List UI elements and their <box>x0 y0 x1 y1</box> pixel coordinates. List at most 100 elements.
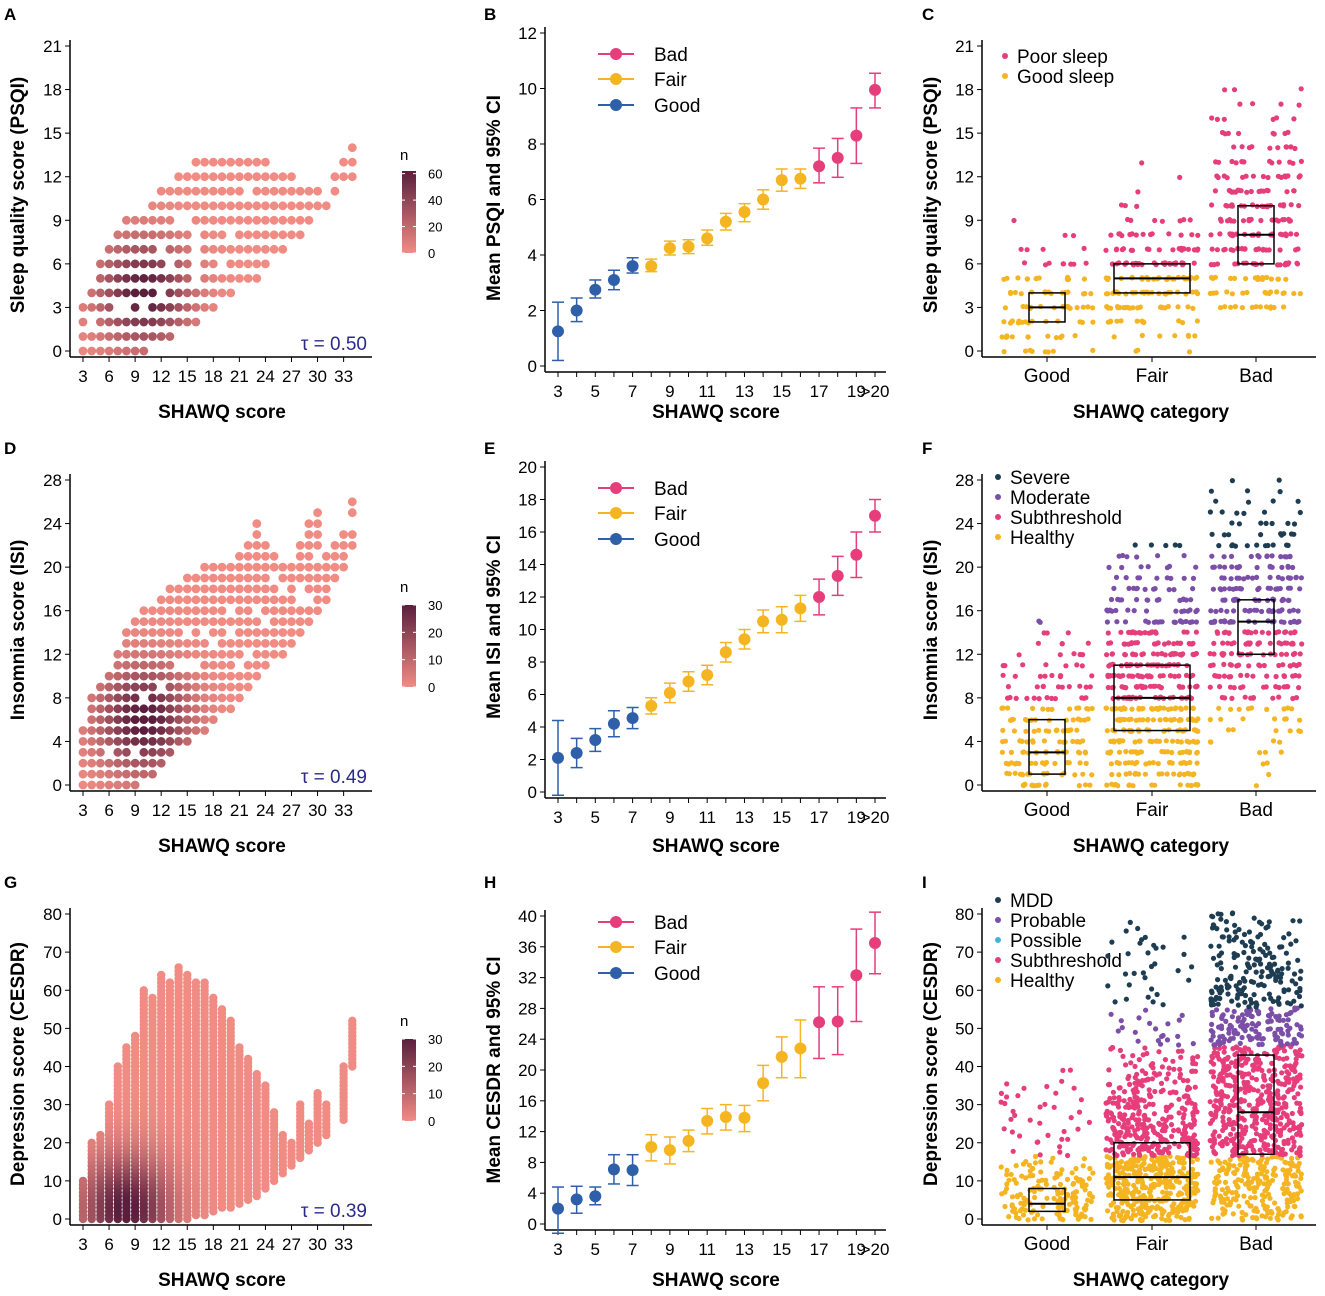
strip-point-i-904 <box>1155 1038 1161 1044</box>
scatter-point-a-77 <box>156 186 166 196</box>
strip-point-i-992 <box>1253 1205 1259 1211</box>
strip-point-f-966 <box>1270 498 1276 504</box>
strip-point-i-944 <box>1151 942 1157 948</box>
strip-point-i-863 <box>1139 1068 1145 1074</box>
strip-point-i-125 <box>1019 1173 1025 1179</box>
strip-point-i-899 <box>1190 1041 1196 1047</box>
strip-point-f-454 <box>1190 672 1196 678</box>
scatter-point-a-201 <box>278 172 288 182</box>
x-tick-label-e-14: 17 <box>810 808 829 827</box>
strip-point-f-877 <box>1273 586 1279 592</box>
strip-point-f-691 <box>1231 685 1237 691</box>
strip-point-i-731 <box>1136 1117 1142 1123</box>
scatter-point-d-184 <box>200 704 210 714</box>
strip-point-c-482 <box>1283 144 1289 150</box>
strip-point-c-484 <box>1275 145 1281 151</box>
scatter-point-d-30 <box>104 715 114 724</box>
strip-point-i-875 <box>1123 1062 1129 1068</box>
strip-point-f-689 <box>1296 685 1302 691</box>
scatter-point-a-72 <box>156 274 166 283</box>
strip-point-f-228 <box>1183 760 1189 767</box>
scatter-point-a-127 <box>208 303 218 312</box>
scatter-point-a-142 <box>217 215 227 225</box>
mean-point-h-17 <box>869 936 881 949</box>
strip-point-f-953 <box>1291 521 1298 527</box>
y-tick-label-c-4: 12 <box>955 168 974 187</box>
scatter-point-d-160 <box>182 671 192 681</box>
mean-point-e-3 <box>607 717 620 730</box>
scatter-point-d-72 <box>130 671 140 681</box>
strip-point-c-19 <box>1004 334 1010 340</box>
strip-point-f-456 <box>1126 673 1132 679</box>
strip-point-c-445 <box>1230 189 1236 195</box>
scatter-point-d-181 <box>191 573 201 583</box>
strip-point-c-466 <box>1233 160 1239 166</box>
strip-point-f-860 <box>1279 597 1285 604</box>
strip-point-f-573 <box>1122 619 1129 625</box>
scatter-point-d-218 <box>217 628 227 637</box>
scatter-point-d-309 <box>287 595 296 605</box>
strip-point-c-29 <box>1090 319 1096 325</box>
strip-point-c-62 <box>1042 289 1048 295</box>
scatter-point-g-282 <box>139 986 148 995</box>
strip-point-i-919 <box>1143 1007 1149 1013</box>
strip-point-c-385 <box>1217 231 1223 237</box>
tau-annotation-d: τ = 0.49 <box>301 767 367 788</box>
x-tick-label-a-10: 33 <box>334 367 353 386</box>
strip-point-f-920 <box>1228 553 1235 560</box>
scatter-point-a-23 <box>113 346 123 356</box>
strip-point-i-116 <box>1043 1177 1049 1183</box>
x-axis-label-c: SHAWQ category <box>1073 402 1230 423</box>
strip-point-f-923 <box>1248 553 1254 560</box>
scatter-point-d-42 <box>113 704 123 714</box>
x-tick-label-e-12: 15 <box>772 808 791 827</box>
strip-point-c-331 <box>1232 261 1238 267</box>
strip-point-c-249 <box>1195 232 1201 238</box>
mean-point-h-13 <box>794 1042 807 1055</box>
strip-point-i-604 <box>1146 1145 1152 1151</box>
scatter-point-d-66 <box>130 737 140 746</box>
strip-point-i-882 <box>1136 1057 1142 1063</box>
scatter-point-d-13 <box>87 704 97 714</box>
scatter-point-a-133 <box>208 215 218 225</box>
strip-point-f-209 <box>1132 770 1139 777</box>
scatter-point-a-86 <box>165 201 175 211</box>
scatter-point-a-121 <box>200 230 210 240</box>
strip-point-i-1033 <box>1248 1195 1254 1201</box>
mean-point-h-11 <box>757 1077 770 1090</box>
scatter-point-d-94 <box>148 758 157 768</box>
strip-point-f-144 <box>1040 683 1046 690</box>
panel-label-d: D <box>4 439 16 458</box>
strip-point-f-229 <box>1178 760 1184 766</box>
strip-point-f-135 <box>1036 696 1042 702</box>
scatter-point-d-76 <box>130 628 140 637</box>
scatter-point-d-287 <box>261 541 270 550</box>
y-tick-label-i-0: 0 <box>965 1210 974 1229</box>
scatter-point-g-1109 <box>322 1100 331 1109</box>
scatter-point-d-196 <box>200 562 210 572</box>
strip-point-f-587 <box>1194 607 1200 613</box>
scatter-point-a-204 <box>287 201 296 211</box>
strip-point-f-964 <box>1219 509 1225 515</box>
strip-point-f-423 <box>1138 683 1144 689</box>
strip-point-i-855 <box>1149 1076 1155 1082</box>
scatter-point-a-118 <box>200 274 210 283</box>
scatter-point-d-277 <box>261 660 270 670</box>
strip-point-c-50 <box>1023 304 1029 310</box>
strip-point-f-131 <box>1052 696 1058 702</box>
strip-point-f-659 <box>1297 728 1303 735</box>
scatter-point-d-339 <box>321 584 331 594</box>
scatter-point-d-74 <box>130 649 140 659</box>
scatter-point-d-288 <box>269 649 279 659</box>
strip-point-c-93 <box>1011 217 1017 224</box>
strip-point-f-277 <box>1154 738 1160 744</box>
scatter-point-a-54 <box>139 274 149 283</box>
scatter-point-d-326 <box>304 541 314 550</box>
strip-point-f-673 <box>1289 706 1295 712</box>
strip-point-i-951 <box>1135 925 1141 932</box>
strip-point-f-873 <box>1233 585 1239 592</box>
strip-point-i-187 <box>1021 1085 1027 1091</box>
panel-d: D Insomnia score (ISI) SHAWQ score τ = 0… <box>4 439 442 857</box>
scatter-point-d-272 <box>252 562 262 572</box>
strip-point-c-387 <box>1240 218 1247 224</box>
